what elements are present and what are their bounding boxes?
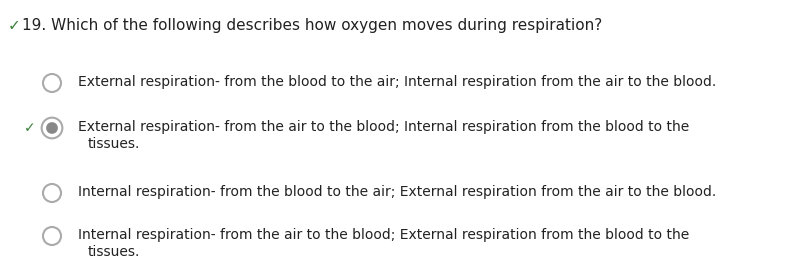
Text: External respiration- from the blood to the air; Internal respiration from the a: External respiration- from the blood to … [78,75,716,89]
Text: Internal respiration- from the blood to the air; External respiration from the a: Internal respiration- from the blood to … [78,185,716,199]
Text: Internal respiration- from the air to the blood; External respiration from the b: Internal respiration- from the air to th… [78,228,690,242]
Text: ✓: ✓ [8,18,21,33]
Text: External respiration- from the air to the blood; Internal respiration from the b: External respiration- from the air to th… [78,120,690,134]
Text: tissues.: tissues. [88,245,140,259]
Text: tissues.: tissues. [88,137,140,151]
Text: ✓: ✓ [24,121,36,135]
Text: 19. Which of the following describes how oxygen moves during respiration?: 19. Which of the following describes how… [22,18,602,33]
